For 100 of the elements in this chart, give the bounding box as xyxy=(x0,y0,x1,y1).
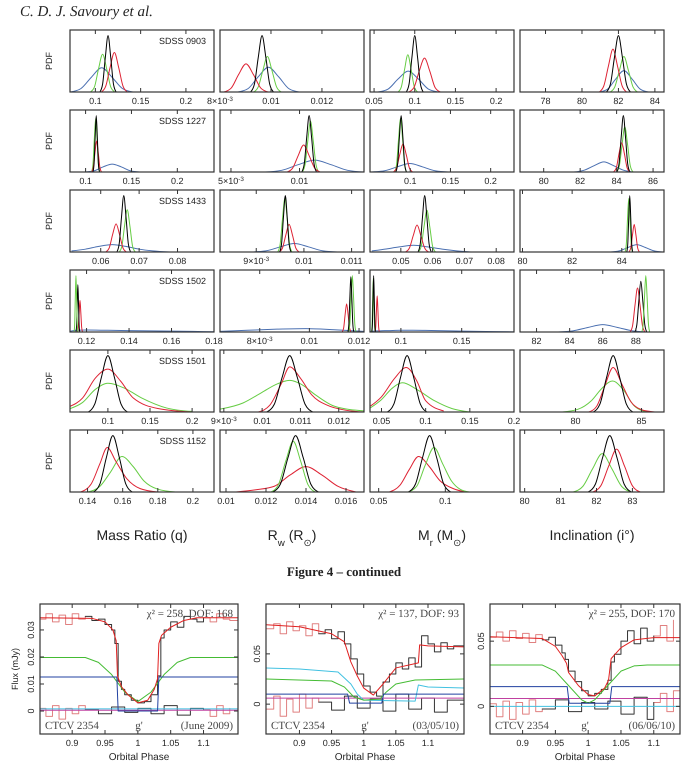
x-tick-label: 0.14 xyxy=(78,496,96,506)
x-tick-label: 0.1 xyxy=(419,416,432,426)
x-tick-label: 0.012 xyxy=(348,336,370,346)
annotation: g' xyxy=(135,720,143,732)
x-axis-title: Mass Ratio (q) xyxy=(96,527,188,543)
x-tick-label: 0.05 xyxy=(370,496,388,506)
annotation: (06/06/10) xyxy=(628,720,676,732)
annotation: SDSS 1501 xyxy=(158,356,206,366)
x-tick-label: 0.16 xyxy=(114,496,132,506)
x-tick-label: 80 xyxy=(517,256,528,266)
x-tick-label: 0.012 xyxy=(254,496,278,506)
x-tick-label: 1 xyxy=(361,738,366,748)
x-tick-label: 0.01 xyxy=(300,336,318,346)
x-tick-label: 0.011 xyxy=(289,416,312,426)
x-tick-label: 0.95 xyxy=(546,738,564,748)
x-tick-label: 0.014 xyxy=(294,496,318,506)
x-axis-title: R$_{w}$ (R$_{⊙}$) xyxy=(268,527,316,548)
y-tick-label: 0.02 xyxy=(26,648,36,666)
x-tick-label: 0.05 xyxy=(392,256,410,266)
x-tick-label: 0.1 xyxy=(79,176,92,186)
y-axis-title: PDF xyxy=(44,452,54,470)
x-tick-label: 80 xyxy=(538,176,549,186)
x-tick-label: 1.05 xyxy=(387,738,405,748)
x-tick-label: 0.1 xyxy=(404,176,416,186)
x-tick-label: 84 xyxy=(616,256,627,266)
x-tick-label: 86 xyxy=(598,336,608,346)
y-axis-title: PDF xyxy=(44,132,54,150)
x-tick-label: 0.15 xyxy=(141,416,159,426)
x-tick-label: 0.16 xyxy=(162,336,180,346)
x-tick-label: 84 xyxy=(564,336,575,346)
x-tick-label: 9×10$^{-3}$ xyxy=(243,256,270,266)
x-tick-label: 78 xyxy=(540,96,551,106)
x-axis-title: Inclination (i°) xyxy=(550,527,634,543)
x-tick-label: 8×10$^{-3}$ xyxy=(207,96,234,106)
x-tick-label: 0.01 xyxy=(290,176,308,186)
x-tick-label: 82 xyxy=(532,336,542,346)
x-tick-label: 0.01 xyxy=(217,496,235,506)
x-tick-label: 0.15 xyxy=(452,336,470,346)
x-tick-label: 0.07 xyxy=(456,256,474,266)
x-tick-label: 0.01 xyxy=(262,96,280,106)
annotation: χ² = 137, DOF: 93 xyxy=(377,608,460,620)
x-tick-label: 80 xyxy=(570,416,580,426)
x-tick-label: 0.9 xyxy=(293,738,306,748)
x-tick-label: 0.011 xyxy=(340,256,363,266)
y-axis-title: PDF xyxy=(44,212,54,230)
x-tick-label: 0.01 xyxy=(295,256,313,266)
x-tick-label: 0.07 xyxy=(130,256,148,266)
x-axis-title: Orbital Phase xyxy=(554,752,616,762)
annotation: SDSS 1227 xyxy=(158,116,206,126)
x-tick-label: 0.9 xyxy=(66,738,78,748)
x-tick-label: 80 xyxy=(520,496,530,506)
x-tick-label: 0.016 xyxy=(334,496,358,506)
annotation: (03/05/10) xyxy=(412,720,460,732)
annotation: CTCV 2354 xyxy=(495,720,550,732)
y-axis-title: PDF xyxy=(44,52,54,70)
x-tick-label: 0.2 xyxy=(490,96,502,106)
x-tick-label: 84 xyxy=(612,176,622,186)
x-tick-label: 1.1 xyxy=(422,738,434,748)
x-tick-label: 0.15 xyxy=(132,96,150,106)
x-axis-title: Orbital Phase xyxy=(108,752,170,762)
x-tick-label: 83 xyxy=(627,496,638,506)
x-tick-label: 0.95 xyxy=(322,738,340,748)
annotation: χ² = 255, DOF: 170 xyxy=(588,608,676,620)
x-tick-label: 8×10$^{-3}$ xyxy=(246,336,274,346)
annotation: CTCV 2354 xyxy=(45,720,100,732)
x-tick-label: 80 xyxy=(576,96,587,106)
y-tick-label: 0 xyxy=(26,708,36,714)
x-tick-label: 0.95 xyxy=(96,738,114,748)
annotation: SDSS 1152 xyxy=(160,436,206,446)
x-tick-label: 0.08 xyxy=(168,256,186,266)
x-tick-label: 0.1 xyxy=(394,336,408,346)
x-tick-label: 9×10$^{-3}$ xyxy=(210,416,238,426)
y-axis-title: PDF xyxy=(44,292,54,310)
x-tick-label: 82 xyxy=(613,96,624,106)
x-tick-label: 0.06 xyxy=(92,256,110,266)
x-tick-label: 5×10$^{-3}$ xyxy=(218,176,244,186)
x-tick-label: 88 xyxy=(630,336,641,346)
caption: Figure 4 – continued xyxy=(286,564,402,579)
y-axis-title: Flux (mJy) xyxy=(10,648,20,690)
x-tick-label: 1 xyxy=(586,738,591,748)
y-tick-label: 0 xyxy=(252,702,262,707)
x-tick-label: 0.2 xyxy=(180,96,192,106)
y-axis-title: PDF xyxy=(44,372,54,390)
x-tick-label: 1.1 xyxy=(197,738,210,748)
x-tick-label: 0.15 xyxy=(442,176,460,186)
x-tick-label: 0.08 xyxy=(487,256,505,266)
x-tick-label: 0.1 xyxy=(408,96,422,106)
x-tick-label: 0.1 xyxy=(102,416,114,426)
x-tick-label: 82 xyxy=(575,176,586,186)
x-tick-label: 82 xyxy=(591,496,602,506)
x-tick-label: 0.2 xyxy=(171,176,184,186)
y-tick-label: 0.01 xyxy=(26,675,36,693)
annotation: SDSS 0903 xyxy=(158,36,206,46)
y-tick-label: 0.03 xyxy=(26,621,36,639)
x-tick-label: 0.1 xyxy=(439,496,452,506)
x-axis-title: M$_{r}$ (M$_{⊙}$) xyxy=(418,527,466,548)
x-tick-label: 81 xyxy=(556,496,566,506)
x-tick-label: 82 xyxy=(567,256,578,266)
x-tick-label: 1.1 xyxy=(648,738,660,748)
text: C. D. J. Savoury et al. xyxy=(20,4,153,20)
